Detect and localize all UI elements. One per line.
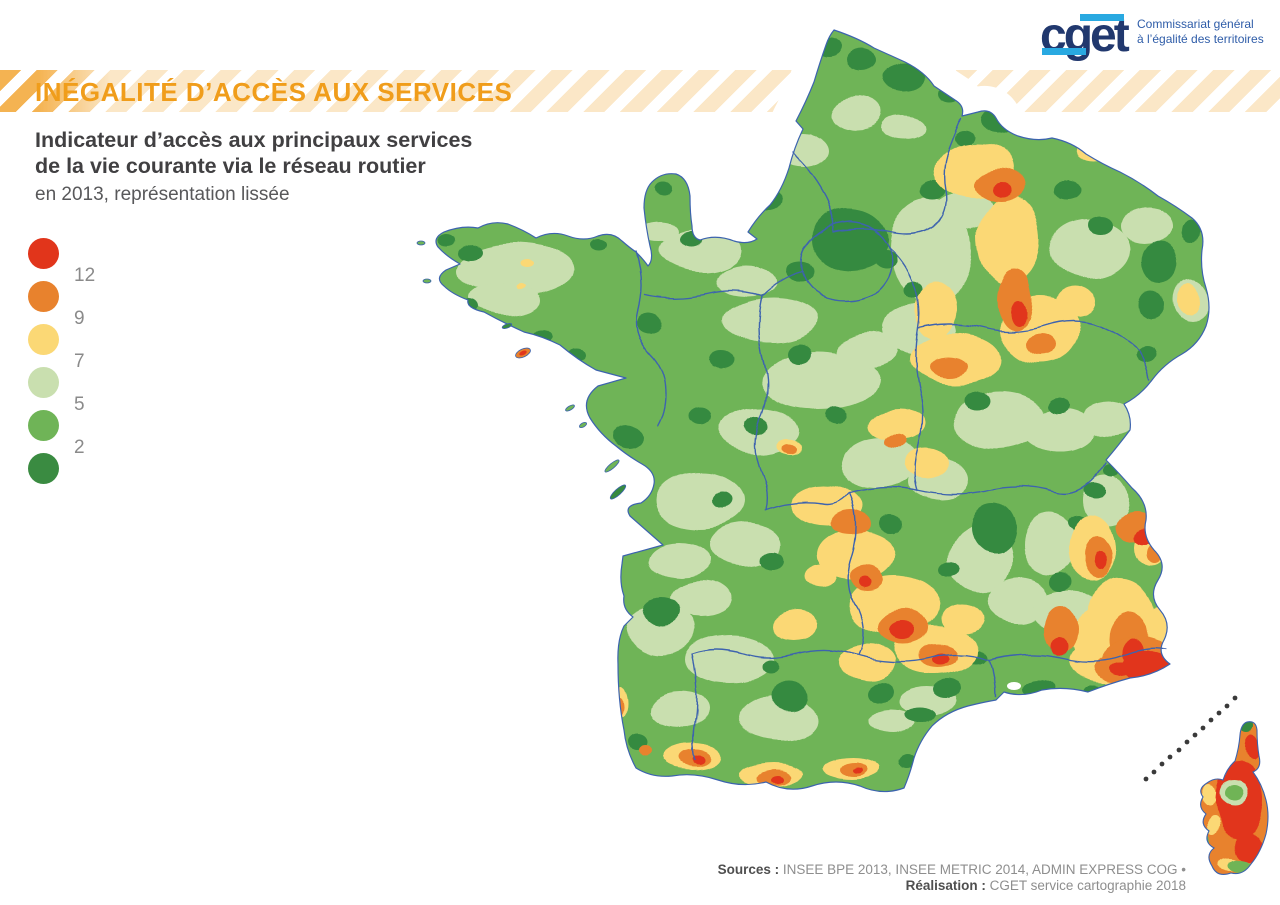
sources-value: INSEE BPE 2013, INSEE METRIC 2014, ADMIN… — [779, 862, 1186, 877]
cget-logo-tagline: Commissariat général à l’égalité des ter… — [1137, 17, 1264, 47]
sources-line: Sources : INSEE BPE 2013, INSEE METRIC 2… — [718, 862, 1186, 878]
region-boundaries — [635, 117, 1167, 761]
coastal-islands — [416, 240, 627, 500]
legend-swatch-green — [28, 410, 59, 441]
mainland-fills — [436, 30, 1209, 792]
legend-swatch-yellow — [28, 324, 59, 355]
legend-swatch-darkgreen — [28, 453, 59, 484]
banner-accent-stripes — [0, 70, 110, 112]
legend-break-5: 5 — [74, 394, 85, 415]
subtitle-line2: de la vie courante via le réseau routier — [35, 154, 426, 178]
cget-logo-bar-top — [1080, 14, 1124, 21]
cget-tagline-line1: Commissariat général — [1137, 17, 1254, 31]
cget-tagline-line2: à l’égalité des territoires — [1137, 32, 1264, 46]
realisation-value: CGET service cartographie 2018 — [985, 878, 1186, 893]
sources-label: Sources : — [717, 862, 780, 877]
legend-break-12: 12 — [74, 265, 96, 286]
corsica-fills — [1200, 721, 1268, 875]
mainland-coastline — [435, 29, 1210, 793]
legend-break-2: 2 — [74, 437, 85, 458]
legend-break-9: 9 — [74, 308, 85, 329]
page-title: INÉGALITÉ D’ACCÈS AUX SERVICES — [35, 77, 513, 107]
legend-break-7: 7 — [74, 351, 85, 372]
map-note: en 2013, représentation lissée — [35, 184, 290, 205]
legend-swatch-lightgreen — [28, 367, 59, 398]
map-subtitle: Indicateur d’accès aux principaux servic… — [35, 127, 472, 179]
realisation-label: Réalisation : — [905, 878, 986, 893]
subtitle-line1: Indicateur d’accès aux principaux servic… — [35, 128, 473, 152]
realisation-line: Réalisation : CGET service cartographie … — [718, 878, 1186, 894]
legend-swatch-orange — [28, 281, 59, 312]
legend-swatch-red — [28, 238, 59, 269]
corsica-coastline — [1200, 721, 1269, 875]
sources-block: Sources : INSEE BPE 2013, INSEE METRIC 2… — [718, 862, 1186, 894]
sea-halo — [411, 5, 1276, 883]
corsica-separator-dots — [1143, 695, 1238, 782]
map-legend: 12 9 7 5 2 — [28, 238, 138, 508]
cget-logo-bar-bottom — [1042, 48, 1086, 55]
